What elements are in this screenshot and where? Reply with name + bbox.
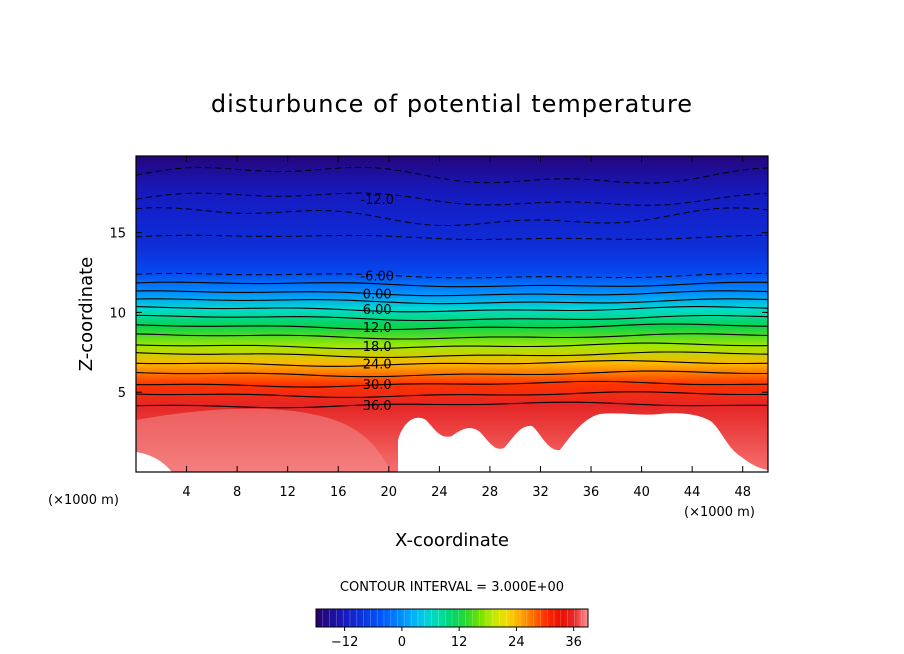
contour-line — [136, 360, 768, 367]
contour-label: 24.0 — [363, 357, 392, 372]
x-unit-left: (×1000 m) — [48, 493, 119, 508]
contour-line — [136, 380, 768, 388]
x-tick-label: 16 — [330, 485, 347, 500]
x-tick-label: 24 — [431, 485, 448, 500]
contour-line — [136, 401, 768, 409]
x-axis-label: X-coordinate — [395, 530, 509, 551]
contour-label: -12.0 — [360, 193, 394, 208]
x-tick-label: 40 — [633, 485, 650, 500]
contour-lines — [136, 166, 768, 409]
colorbar: −12 0 12 24 36 — [315, 608, 589, 650]
contour-line-minor — [136, 351, 768, 358]
colorbar-bands — [322, 609, 582, 627]
x-tick-label: 32 — [532, 485, 549, 500]
contour-label: 30.0 — [363, 378, 392, 393]
x-tick-label: 12 — [279, 485, 296, 500]
contour-line-minor — [136, 370, 768, 378]
colorbar-tick-label: −12 — [331, 635, 358, 650]
y-tick-label: 15 — [109, 227, 126, 242]
contour-line — [136, 290, 768, 297]
colorbar-tick-label: 12 — [451, 635, 468, 650]
contour-label: 0.00 — [363, 287, 392, 302]
contour-line-minor — [136, 234, 768, 241]
x-tick-label: 8 — [233, 485, 241, 500]
undisturbed-gap-1 — [398, 413, 768, 472]
x-axis-ticks: 4 8 12 16 20 24 28 32 36 40 44 48 — [182, 156, 751, 500]
contour-line — [136, 342, 768, 350]
contour-line-upper — [136, 166, 768, 184]
plot-area: -12.0 -6.00 0.006.00 12.0 18.0 24.0 30.0 36.0 — [136, 156, 768, 472]
contour-label: 6.00 — [363, 303, 392, 318]
contour-label: 36.0 — [363, 399, 392, 414]
contour-label: 18.0 — [363, 340, 392, 355]
colorbar-ticks: −12 0 12 24 36 — [331, 627, 582, 650]
x-tick-label: 20 — [381, 485, 398, 500]
colorbar-frame — [315, 608, 589, 628]
contour-line-upper — [136, 207, 768, 226]
x-tick-label: 44 — [684, 485, 701, 500]
contour-line — [136, 192, 768, 206]
contour-line-minor — [136, 298, 768, 305]
warm-core-region — [136, 408, 390, 472]
plot-frame — [135, 155, 769, 473]
contour-line-minor — [136, 391, 768, 398]
contour-interval-label: CONTOUR INTERVAL = 3.000E+00 — [340, 580, 564, 595]
x-unit-right: (×1000 m) — [684, 505, 755, 520]
contour-label: 12.0 — [363, 321, 392, 336]
contour-label: -6.00 — [360, 270, 394, 285]
x-tick-label: 48 — [734, 485, 751, 500]
colorbar-tick-label: 24 — [508, 635, 525, 650]
contour-line — [136, 306, 768, 313]
y-tick-label: 5 — [118, 386, 126, 401]
colorbar-fill — [316, 609, 588, 627]
contour-line-minor — [136, 333, 768, 340]
contour-line — [136, 323, 768, 331]
colorbar-tick-label: 36 — [565, 635, 582, 650]
y-tick-label: 10 — [109, 306, 126, 321]
colorbar-tick-label: 0 — [398, 635, 406, 650]
contour-line-minor — [136, 281, 768, 288]
x-tick-label: 28 — [482, 485, 499, 500]
undisturbed-gap-2 — [136, 452, 172, 472]
contour-line-minor — [136, 314, 768, 322]
y-axis-ticks: 5 10 15 — [109, 227, 768, 401]
x-tick-label: 4 — [182, 485, 190, 500]
y-axis-label: Z-coordinate — [76, 257, 97, 372]
contour-labels: -12.0 -6.00 0.006.00 12.0 18.0 24.0 30.0 36.0 — [360, 193, 394, 414]
contour-line — [136, 272, 768, 279]
chart-title: disturbunce of potential temperature — [211, 90, 693, 118]
x-tick-label: 36 — [583, 485, 600, 500]
